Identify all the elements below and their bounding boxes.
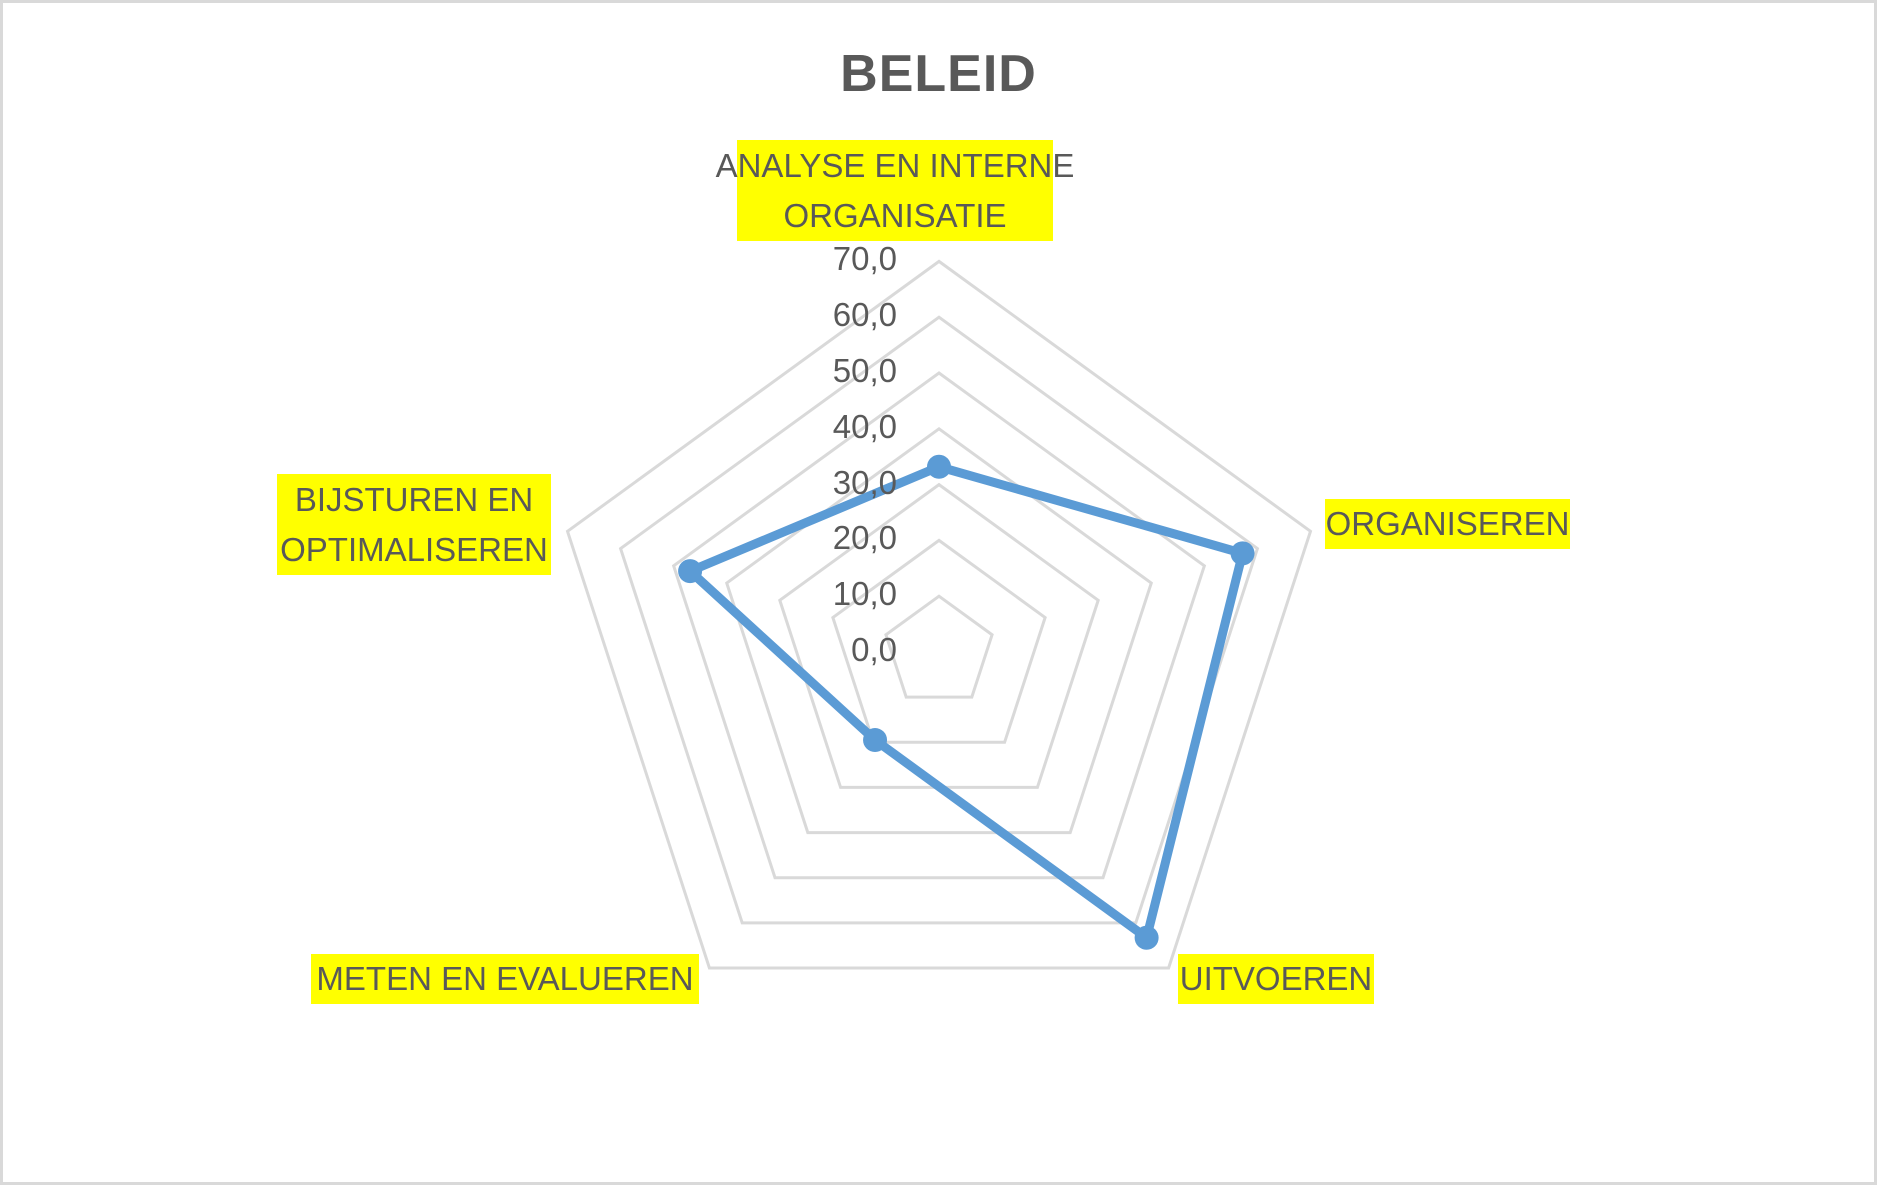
category-label-bijsturen-line2: OPTIMALISEREN — [280, 530, 548, 568]
tick-label: 30,0 — [832, 463, 897, 501]
radar-gridlines — [565, 259, 1313, 970]
radar-series — [678, 454, 1255, 950]
tick-label: 0,0 — [851, 631, 897, 668]
grid-ring-70 — [565, 259, 1313, 970]
category-label-organiseren-text: ORGANISEREN — [1325, 505, 1570, 542]
tick-label: 40,0 — [832, 407, 897, 445]
tick-label: 60,0 — [832, 296, 897, 334]
grid-ring-10 — [884, 594, 994, 699]
category-label-organiseren: ORGANISEREN — [1325, 499, 1570, 549]
category-label-analyse-line1: ANALYSE EN INTERNE — [715, 146, 1075, 184]
grid-ring-40 — [724, 426, 1154, 835]
category-label-bijsturen: BIJSTUREN EN OPTIMALISEREN — [277, 474, 551, 575]
grid-ring-60 — [618, 315, 1260, 925]
category-label-uitvoeren-text: UITVOEREN — [1179, 960, 1373, 997]
data-point-marker — [863, 728, 888, 753]
category-label-analyse: ANALYSE EN INTERNE ORGANISATIE — [716, 140, 1074, 241]
tick-label: 20,0 — [832, 519, 897, 557]
data-point-marker — [678, 559, 703, 584]
data-point-marker — [1134, 925, 1159, 950]
category-label-analyse-line2: ORGANISATIE — [783, 196, 1007, 234]
data-point-marker — [1230, 541, 1255, 566]
category-label-uitvoeren: UITVOEREN — [1178, 954, 1374, 1004]
tick-label: 70,0 — [832, 240, 897, 278]
series-line — [685, 462, 1248, 943]
data-point-marker — [927, 454, 951, 479]
tick-label: 10,0 — [832, 575, 897, 613]
category-label-meten: METEN EN EVALUEREN — [311, 954, 699, 1004]
grid-ring-20 — [831, 538, 1047, 744]
tick-label: 50,0 — [832, 352, 897, 389]
category-label-meten-text: METEN EN EVALUEREN — [316, 960, 694, 997]
chart-title: BELEID — [840, 45, 1037, 103]
category-label-bijsturen-line1: BIJSTUREN EN — [294, 480, 534, 518]
